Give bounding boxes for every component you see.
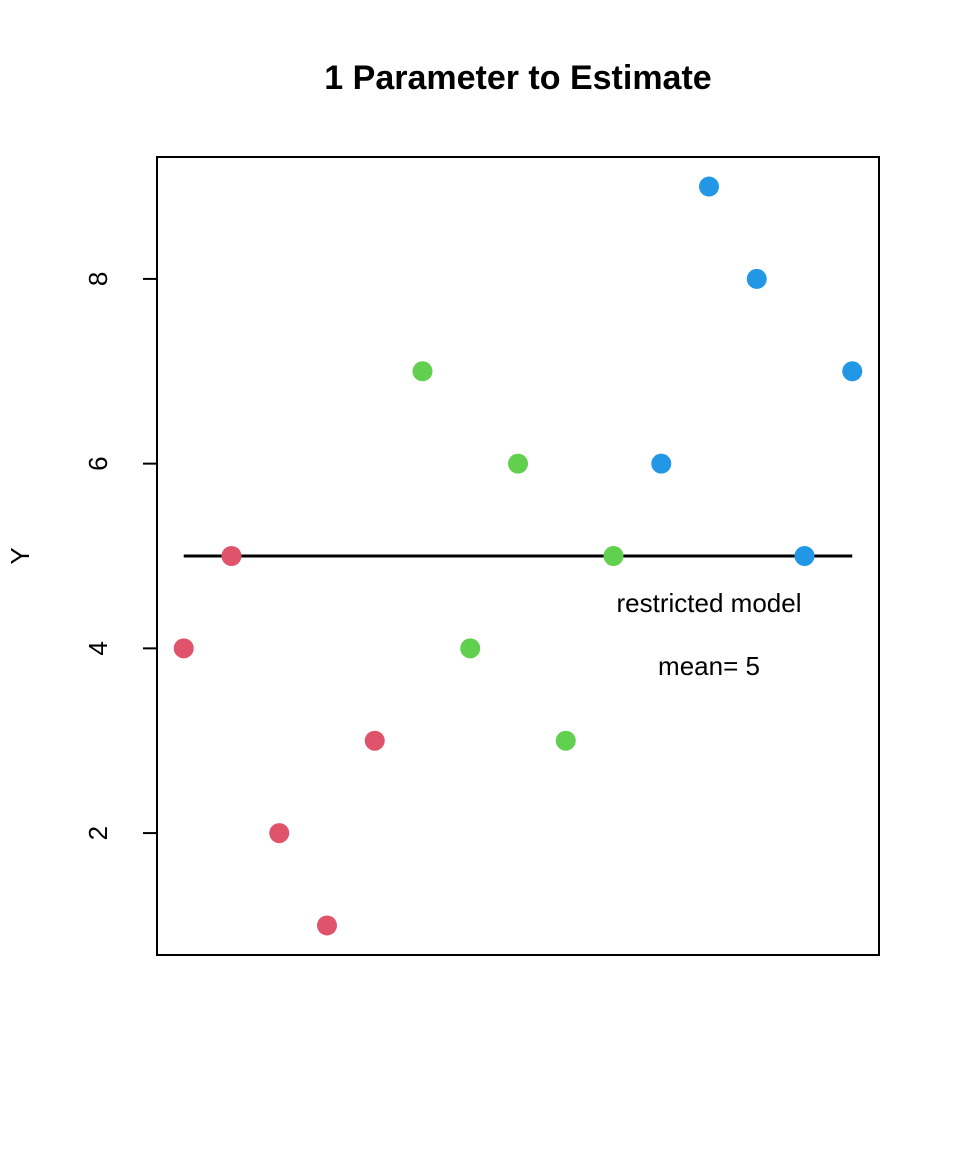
point bbox=[842, 361, 863, 382]
point bbox=[316, 915, 337, 936]
point bbox=[651, 453, 672, 474]
point bbox=[173, 638, 194, 659]
point bbox=[555, 730, 576, 751]
y-tick-label: 2 bbox=[83, 826, 113, 840]
point bbox=[699, 176, 720, 197]
point bbox=[794, 546, 815, 566]
annotation: mean= 5 bbox=[658, 651, 760, 681]
point bbox=[508, 453, 528, 474]
point bbox=[412, 361, 433, 382]
point bbox=[221, 546, 242, 566]
point bbox=[460, 638, 481, 659]
point bbox=[269, 823, 290, 844]
chart-title: 1 Parameter to Estimate bbox=[324, 59, 711, 97]
y-tick-label: 8 bbox=[83, 272, 113, 286]
plot-box bbox=[156, 156, 880, 956]
y-tick-label: 6 bbox=[83, 456, 113, 470]
point bbox=[603, 546, 624, 566]
y-tick-label: 4 bbox=[83, 641, 113, 655]
point bbox=[746, 268, 767, 289]
y-axis-label: Y bbox=[5, 547, 35, 564]
point bbox=[364, 730, 385, 751]
annotation: restricted model bbox=[617, 588, 802, 618]
